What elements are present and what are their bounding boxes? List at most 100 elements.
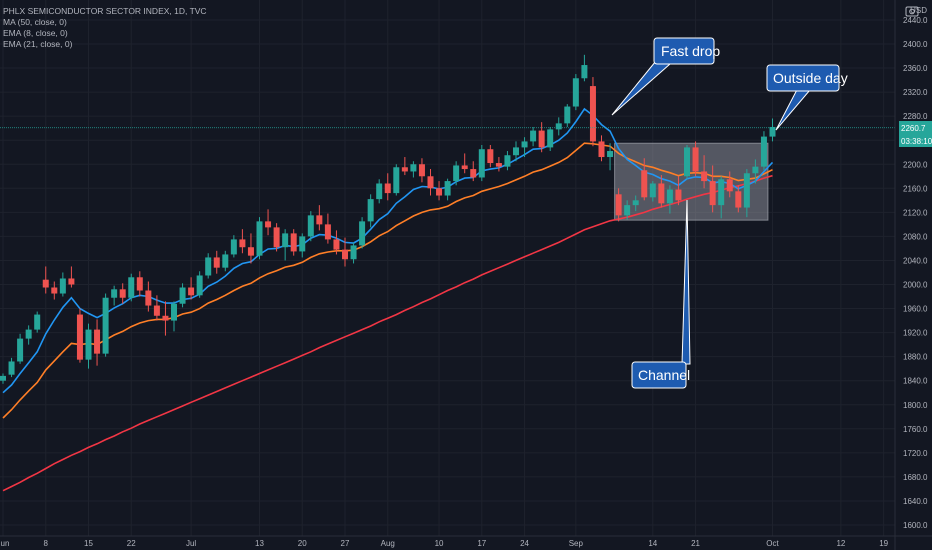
candle (342, 237, 348, 267)
candle (384, 173, 391, 201)
candle (76, 308, 83, 363)
time-tick-label: 14 (648, 539, 657, 548)
candle (607, 143, 614, 171)
grid (0, 0, 895, 536)
candle (572, 74, 579, 111)
candle (632, 195, 639, 212)
candle (649, 181, 656, 202)
channel-box[interactable] (614, 142, 769, 221)
candle (102, 293, 109, 357)
candle (153, 295, 160, 321)
candle (564, 104, 571, 127)
candle (769, 118, 776, 142)
price-tick-label: 2000.0 (903, 281, 928, 290)
annotations[interactable]: Fast drop Outside day Channel (611, 37, 848, 389)
price-tick-label: 1880.0 (903, 353, 928, 362)
candle (641, 158, 648, 201)
ma50-line (2, 174, 773, 492)
candle (752, 159, 759, 184)
candle (145, 281, 152, 312)
ema8-legend[interactable]: EMA (8, close, 0) (3, 28, 68, 38)
candle (709, 165, 716, 213)
ma50-legend[interactable]: MA (50, close, 0) (3, 17, 67, 27)
channel-callout[interactable] (631, 361, 687, 389)
candle (743, 169, 750, 218)
time-tick-label: 10 (435, 539, 444, 548)
candle (359, 217, 366, 249)
candle (256, 217, 263, 260)
candle (615, 188, 622, 222)
time-tick-label: 27 (341, 539, 350, 548)
candle (589, 77, 596, 147)
price-tick-label: 1960.0 (903, 305, 928, 314)
candle (17, 333, 24, 364)
candle (350, 242, 357, 264)
price-tick-label: 2320.0 (903, 88, 928, 97)
candle (530, 126, 537, 147)
price-tick-label: 2360.0 (903, 64, 928, 73)
candle (513, 141, 519, 162)
price-tick-label: 1680.0 (903, 473, 928, 482)
outside-day-callout[interactable] (766, 64, 840, 92)
time-tick-label: 8 (44, 539, 49, 548)
price-tick-label: 1840.0 (903, 377, 928, 386)
candle (581, 54, 588, 82)
time-tick-label: 13 (255, 539, 264, 548)
time-tick-label: 15 (84, 539, 93, 548)
candle (666, 185, 673, 214)
candle (504, 151, 511, 171)
price-tick-label: 1600.0 (903, 521, 928, 530)
candle (658, 175, 665, 208)
fast-drop-text: Fast drop (661, 43, 720, 59)
last-price-label: 2260.7 (901, 124, 926, 133)
candle (735, 185, 742, 213)
candle (85, 323, 92, 369)
candle (8, 357, 15, 378)
price-tick-label: 2280.0 (903, 112, 928, 121)
fast-drop-callout[interactable] (653, 37, 715, 65)
candle (59, 272, 66, 297)
candle (701, 155, 708, 189)
candle (333, 230, 340, 255)
candle (290, 229, 297, 256)
indicator-legend: PHLX SEMICONDUCTOR SECTOR INDEX, 1D, TVC… (3, 6, 207, 50)
time-tick-label: Aug (381, 539, 395, 548)
candle (418, 158, 425, 183)
candle (119, 283, 126, 304)
candle (0, 373, 6, 384)
price-axis[interactable]: 1600.0 1640.0 1680.0 1720.0 1760.0 1800.0 1840… (894, 0, 928, 550)
candle (273, 223, 280, 252)
candle (128, 273, 135, 302)
candle (495, 157, 502, 172)
camera-icon[interactable] (905, 6, 919, 17)
time-axis[interactable]: Jun 8 15 22 Jul 13 20 27 Aug 10 17 24 Sep 14 21 Oct 12 19 (0, 535, 932, 548)
price-tick-label: 2440.0 (903, 16, 928, 25)
candle (307, 211, 314, 242)
candle (239, 229, 246, 254)
candle (538, 122, 545, 153)
candle (171, 301, 177, 332)
ema21-legend[interactable]: EMA (21, close, 0) (3, 39, 73, 49)
candle (555, 117, 562, 136)
price-tick-label: 2120.0 (903, 208, 928, 217)
candle (444, 178, 451, 201)
time-tick-label: 21 (691, 539, 700, 548)
candle (521, 137, 528, 158)
candle (436, 181, 443, 201)
outside-day-text: Outside day (773, 70, 848, 86)
candle (68, 266, 75, 288)
time-tick-label: 20 (298, 539, 307, 548)
time-tick-label: 17 (477, 539, 486, 548)
last-price-badge: 2260.7 03:38:10 (899, 121, 932, 147)
price-tick-label: 1720.0 (903, 449, 928, 458)
candle (675, 176, 682, 206)
candle (162, 301, 169, 336)
candle (401, 157, 408, 176)
candle (410, 161, 417, 178)
candle (196, 271, 203, 298)
candle (230, 235, 237, 258)
time-tick-label: 22 (127, 539, 136, 548)
symbol-title[interactable]: PHLX SEMICONDUCTOR SECTOR INDEX, 1D, TVC (3, 6, 207, 16)
channel-text: Channel (638, 367, 690, 383)
